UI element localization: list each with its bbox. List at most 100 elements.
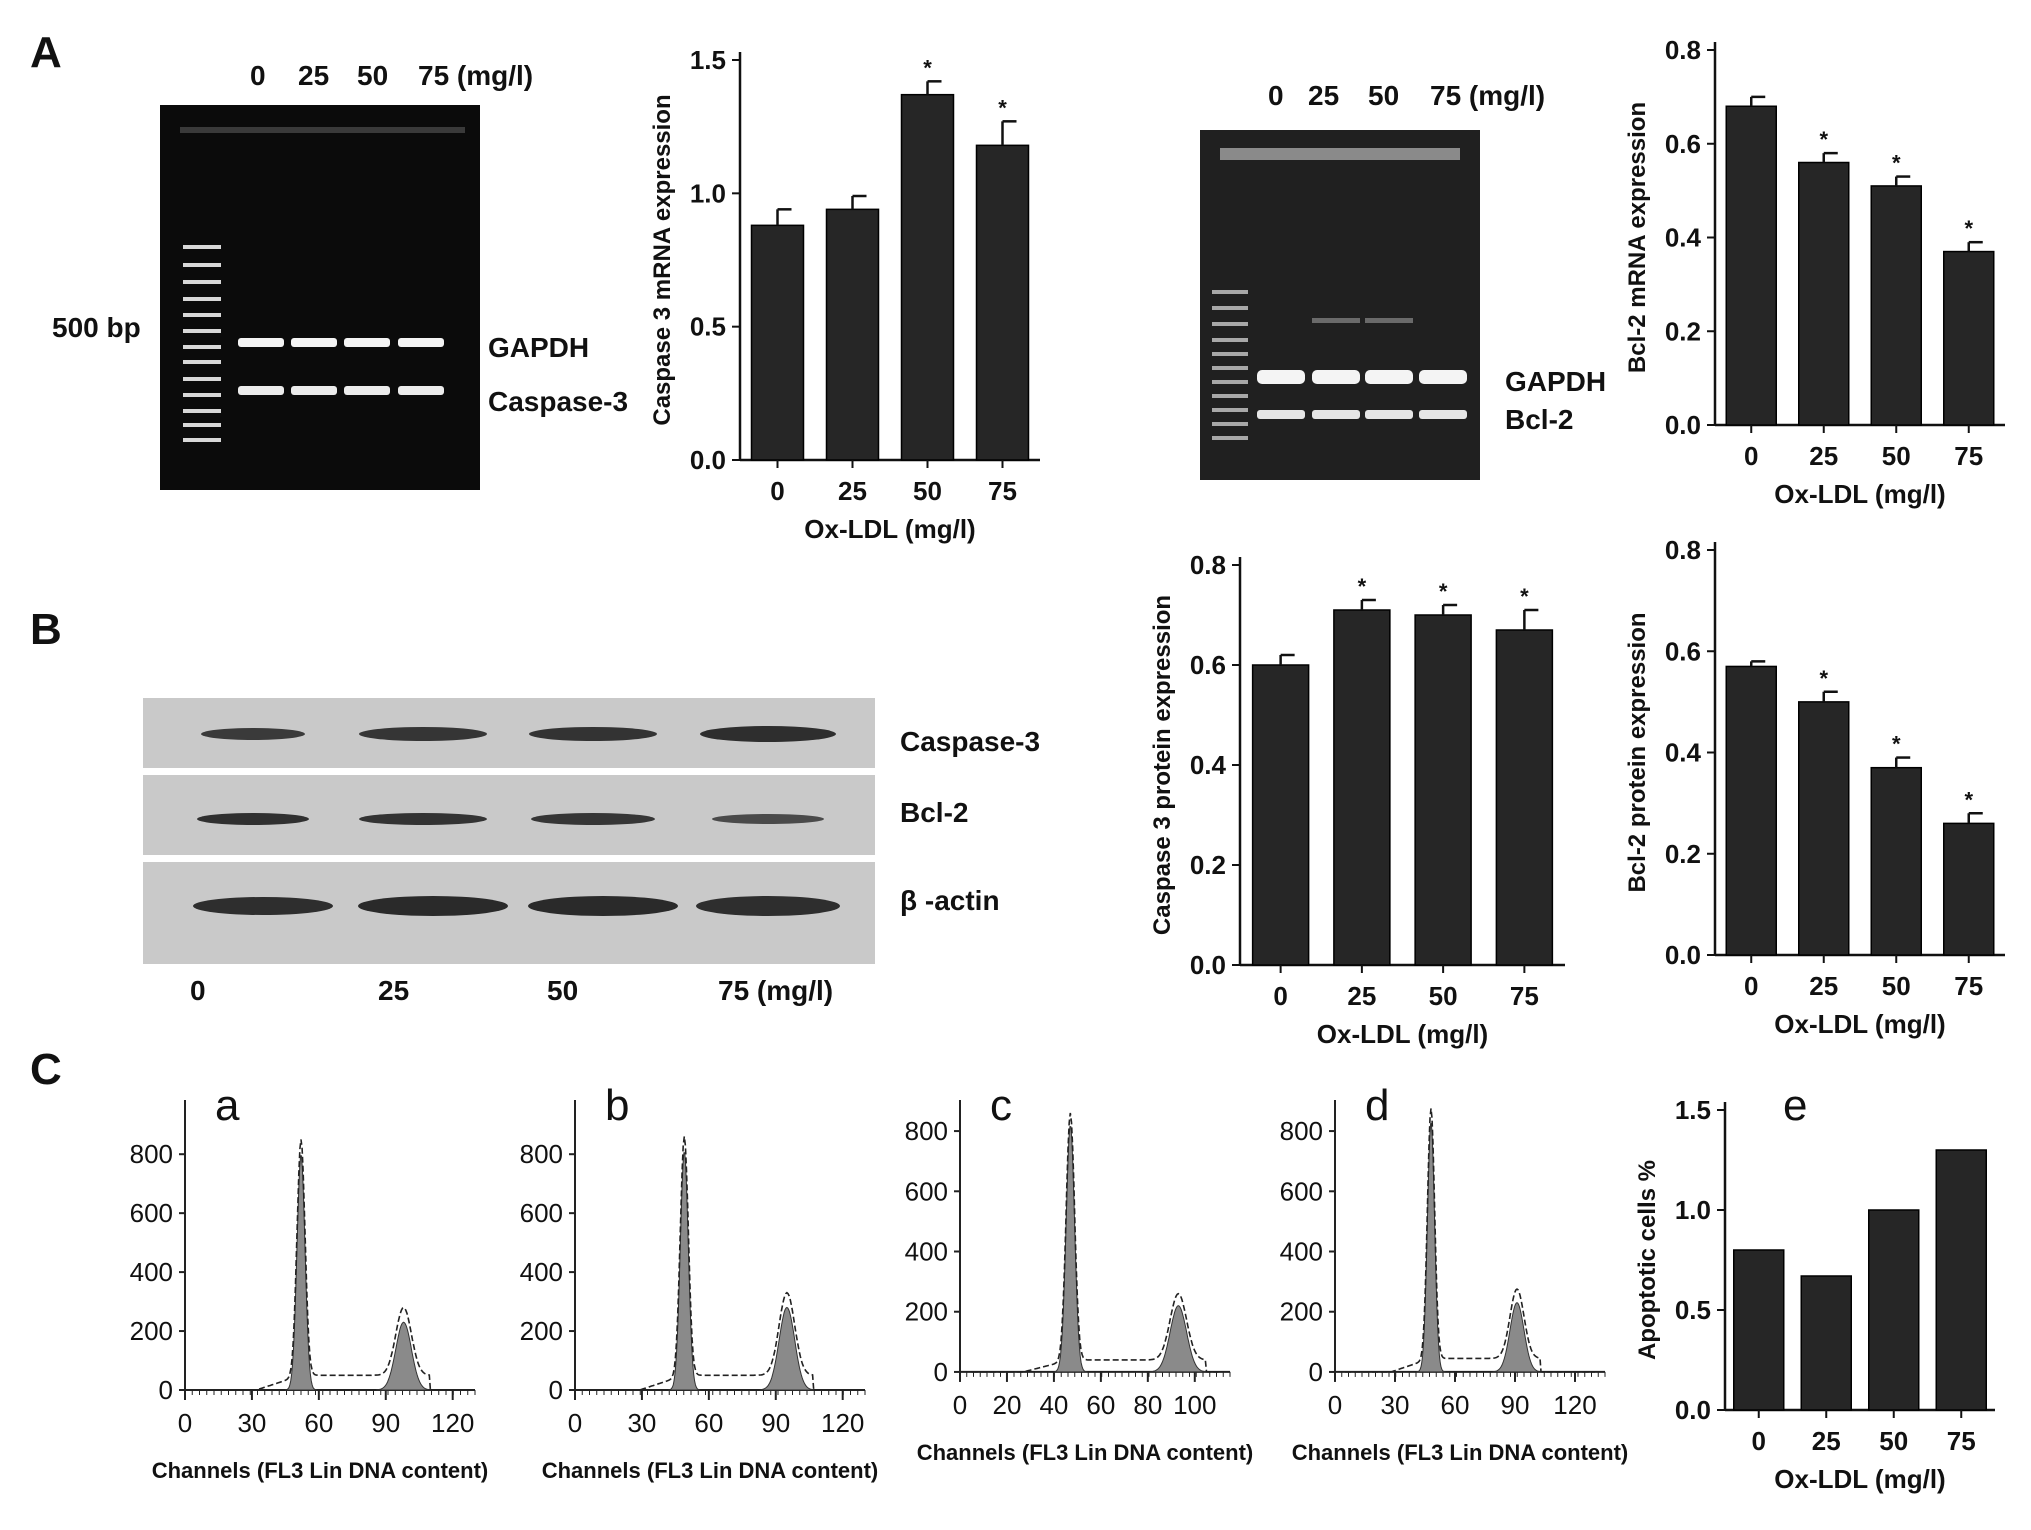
gel1-lane-75: 75 (mg/l) [418, 60, 534, 91]
caspase3-protein-x-axis-label: Ox-LDL (mg/l) [1317, 1019, 1488, 1049]
gel2-gapdh-label: GAPDH [1505, 366, 1607, 397]
caspase3-protein-significance-mark: * [1358, 574, 1367, 599]
caspase3-protein-significance-mark: * [1520, 584, 1529, 609]
bcl2-protein-bar [1798, 701, 1850, 956]
caspase3-protein-x-tick-label: 25 [1347, 981, 1376, 1011]
apoptotic-cells-bar [1800, 1275, 1852, 1411]
bcl2-protein-y-axis-label: Bcl-2 protein expression [1624, 612, 1651, 892]
hist-b-y-tick-label: 800 [520, 1139, 563, 1169]
caspase3-protein-bar [1333, 609, 1391, 966]
bcl2-mrna-chart: 0.0 0.2 0.4 0.6 0.8 0 * 25 * 50 * 75 Ox-LDL (mg/l) Bc… [1624, 40, 2005, 509]
gel1-lane-50: 50 [357, 60, 389, 91]
bcl2-protein-y-tick-label: 0.2 [1665, 839, 1701, 869]
hist-c-y-tick-label: 200 [905, 1297, 948, 1327]
hist-c-panel-letter: c [990, 1081, 1012, 1130]
bcl2-mrna-y-tick-label: 0.8 [1665, 40, 1701, 65]
gel2-faint-bands [1312, 318, 1413, 323]
hist-d-x-tick-label: 90 [1501, 1390, 1530, 1420]
bcl2-mrna-bar [1943, 250, 1995, 426]
caspase3-mrna-chart: 0.0 0.5 1.0 1.5 0 25 * 50 * 75 Ox-LDL (mg/l) Caspas… [649, 45, 1040, 544]
hist-a-histogram-curve [196, 1139, 464, 1391]
bcl2-protein-y-tick-label: 0.4 [1665, 738, 1702, 768]
bcl2-protein-significance-mark: * [1819, 666, 1828, 691]
hist-b-x-tick-label: 30 [627, 1408, 656, 1438]
bcl2-protein-y-tick-label: 0.0 [1665, 940, 1701, 970]
panel-letter-a: A [30, 28, 62, 77]
caspase3-protein-y-tick-label: 0.0 [1190, 950, 1226, 980]
gel1-gapdh-bands [238, 338, 444, 347]
hist-c-x-tick-label: 100 [1173, 1390, 1216, 1420]
hist-a-y-tick-label: 800 [130, 1139, 173, 1169]
hist-a-g1-peak [284, 1155, 318, 1391]
caspase3-mrna-x-axis-label: Ox-LDL (mg/l) [804, 514, 975, 544]
bcl2-protein-significance-mark: * [1964, 787, 1973, 812]
gel1-ladder [183, 245, 221, 442]
hist-a-x-axis-label: Channels (FL3 Lin DNA content) [152, 1458, 489, 1483]
caspase3-mrna-x-tick-label: 75 [988, 476, 1017, 506]
hist-c-x-axis-label: Channels (FL3 Lin DNA content) [917, 1440, 1254, 1465]
bcl2-mrna-x-axis-label: Ox-LDL (mg/l) [1774, 479, 1945, 509]
hist-c-y-tick-label: 600 [905, 1176, 948, 1206]
gel2-bcl2-label: Bcl-2 [1505, 404, 1574, 435]
hist-c-x-tick-label: 0 [953, 1390, 967, 1420]
hist-b-panel-letter: b [605, 1081, 629, 1130]
caspase3-protein-x-tick-label: 75 [1510, 981, 1539, 1011]
bcl2-mrna-bar [1725, 105, 1777, 426]
hist-d-g2-peak [1492, 1302, 1542, 1373]
hist-a-panel-letter: a [215, 1081, 240, 1130]
hist-d-panel-letter: d [1365, 1081, 1389, 1130]
bcl2-protein-x-tick-label: 50 [1882, 971, 1911, 1001]
bcl2-protein-y-tick-label: 0.6 [1665, 636, 1701, 666]
bcl2-mrna-significance-mark: * [1819, 127, 1828, 152]
hist-d-y-tick-label: 0 [1309, 1357, 1323, 1387]
bcl2-mrna-x-tick-label: 50 [1882, 441, 1911, 471]
caspase3-mrna-significance-mark: * [998, 95, 1007, 120]
hist-d-x-axis-label: Channels (FL3 Lin DNA content) [1292, 1440, 1629, 1465]
bcl2-protein-bar [1943, 822, 1995, 956]
hist-b-x-tick-label: 0 [568, 1408, 582, 1438]
caspase3-protein-chart: 0.0 0.2 0.4 0.6 0.8 0 * 25 * 50 * 75 Ox-LDL (mg/l) Ca… [1149, 550, 1565, 1049]
hist-d-g1-peak [1416, 1123, 1446, 1373]
hist-a-x-tick-label: 30 [237, 1408, 266, 1438]
apoptotic-cells-x-tick-label: 75 [1947, 1426, 1976, 1456]
hist-c-x-tick-label: 60 [1086, 1390, 1115, 1420]
gel1-gapdh-label: GAPDH [488, 332, 590, 363]
blot-row-actin [143, 862, 875, 964]
hist-d-x-tick-label: 60 [1441, 1390, 1470, 1420]
caspase3-mrna-x-tick-label: 0 [770, 476, 784, 506]
hist-c-y-tick-label: 400 [905, 1237, 948, 1267]
apoptotic-cells-bar [1868, 1209, 1920, 1411]
apoptotic-cells-x-tick-label: 50 [1879, 1426, 1908, 1456]
gel2-image [1200, 130, 1480, 480]
hist-a-x-tick-label: 120 [431, 1408, 474, 1438]
caspase3-mrna-significance-mark: * [923, 55, 932, 80]
caspase3-protein-y-axis-label: Caspase 3 protein expression [1149, 595, 1176, 935]
hist-b-x-tick-label: 60 [694, 1408, 723, 1438]
bcl2-mrna-y-tick-label: 0.2 [1665, 316, 1701, 346]
bcl2-protein-chart: 0.0 0.2 0.4 0.6 0.8 0 * 25 * 50 * 75 Ox-LDL (mg/l) Bc… [1624, 535, 2005, 1039]
bcl2-mrna-significance-mark: * [1892, 151, 1901, 176]
bcl2-protein-x-tick-label: 0 [1744, 971, 1758, 1001]
gel2-lane-0: 0 [1268, 80, 1284, 111]
hist-d-y-tick-label: 200 [1280, 1297, 1323, 1327]
bcl2-mrna-x-tick-label: 0 [1744, 441, 1758, 471]
bcl2-mrna-x-tick-label: 75 [1954, 441, 1983, 471]
caspase3-protein-bar [1251, 664, 1310, 966]
gel1-caspase3-label: Caspase-3 [488, 386, 629, 417]
hist-a-y-tick-label: 600 [130, 1198, 173, 1228]
gel2-bands [1212, 148, 1467, 440]
blot-lane-50: 50 [547, 975, 579, 1006]
apoptotic-cells-y-tick-label: 0.0 [1675, 1395, 1711, 1425]
hist-c-histogram-curve [971, 1112, 1219, 1373]
hist-a-g2-peak [376, 1321, 431, 1391]
caspase3-protein-y-tick-label: 0.2 [1190, 850, 1226, 880]
bcl2-mrna-bar [1798, 161, 1850, 426]
caspase3-mrna-bar [975, 144, 1030, 461]
hist-d-y-tick-label: 400 [1280, 1237, 1323, 1267]
apoptotic-cells-bar [1733, 1249, 1785, 1411]
apoptotic-cells-y-tick-label: 1.5 [1675, 1095, 1711, 1125]
gel1-bands [180, 127, 465, 442]
hist-a-x-tick-label: 60 [304, 1408, 333, 1438]
blot-lane-25: 25 [378, 975, 410, 1006]
apoptotic-cells-x-tick-label: 0 [1752, 1426, 1766, 1456]
